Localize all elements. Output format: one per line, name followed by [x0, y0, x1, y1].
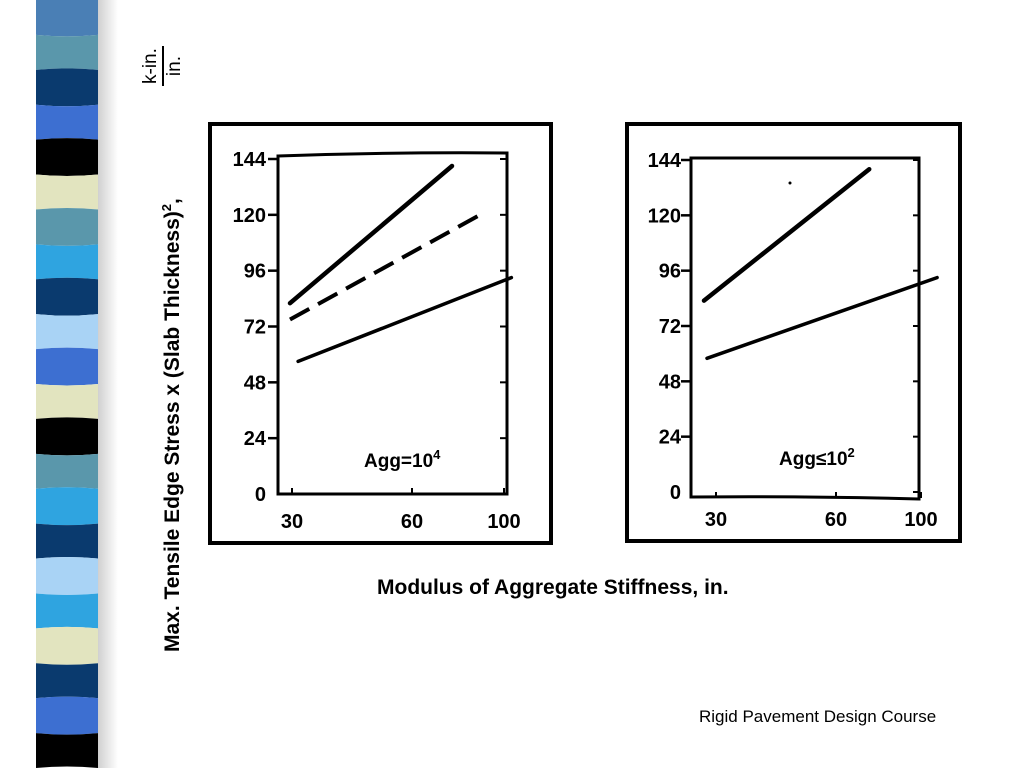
stripe-segment — [36, 174, 98, 210]
chart-panel-left: Agg=104 144 120 96 72 48 24 0 30 60 100 — [208, 122, 553, 545]
y-unit-denominator: in. — [164, 56, 185, 77]
stripe-segment — [36, 733, 98, 768]
y-tick-label: 0 — [255, 484, 266, 506]
x-tick-label: 100 — [487, 511, 520, 533]
y-axis-title-superscript: 2 — [159, 203, 174, 212]
stripe-segment — [36, 314, 98, 350]
agg-annotation-text: Agg=10 — [364, 451, 433, 472]
stripe-segment — [36, 347, 98, 386]
stripe-segment — [36, 0, 98, 37]
stripe-segment — [36, 557, 98, 595]
agg-annotation-superscript: 2 — [848, 445, 855, 460]
agg-annotation-base: 10 — [826, 449, 847, 470]
agg-annotation-text: Agg — [779, 449, 816, 470]
y-tick-label: 72 — [244, 317, 266, 339]
y-tick-label: 96 — [244, 261, 266, 283]
stripe-segment — [36, 626, 98, 665]
stripe-segment — [36, 663, 98, 699]
decorative-stripe — [36, 0, 98, 768]
stripe-segment — [36, 207, 98, 246]
y-axis-title-text: Max. Tensile Edge Stress x (Slab Thickne… — [161, 211, 184, 652]
stripe-segment — [36, 384, 98, 419]
y-axis-unit: k-in. in. — [140, 46, 186, 86]
stripe-shadow — [98, 0, 118, 768]
y-tick-label: 120 — [233, 205, 266, 227]
agg-annotation-superscript: 4 — [433, 447, 441, 462]
y-tick-label: 48 — [244, 372, 266, 394]
stripe-segment — [36, 138, 98, 177]
stripe-segment — [36, 453, 98, 489]
agg-annotation: Agg≤102 — [779, 445, 855, 470]
stripe-segment — [36, 104, 98, 140]
x-axis-title: Modulus of Aggregate Stiffness, in. — [377, 576, 729, 599]
footer-text: Rigid Pavement Design Course — [699, 707, 937, 726]
agg-annotation: Agg=104 — [364, 447, 441, 472]
y-tick-label: 96 — [659, 261, 681, 283]
plot-frame — [689, 156, 921, 501]
y-unit-numerator: k-in. — [140, 46, 164, 86]
y-tick-label: 144 — [648, 150, 682, 172]
series-line-solid-thick — [287, 163, 455, 306]
x-tick-label: 60 — [825, 509, 847, 531]
x-tick-label: 30 — [281, 511, 303, 533]
series-line-solid — [705, 275, 939, 361]
stripe-segment — [36, 68, 98, 107]
plot-frame — [276, 151, 509, 496]
series-line-dashed — [289, 210, 486, 322]
chart-left-svg: Agg=104 144 120 96 72 48 24 0 30 60 100 — [233, 149, 521, 533]
series-line-solid — [296, 275, 514, 364]
stripe-segment — [36, 244, 98, 280]
y-tick-label: 24 — [244, 428, 267, 450]
series-line-solid-thick — [701, 166, 872, 303]
stripe-segment — [36, 593, 98, 629]
y-tick-label: 120 — [648, 205, 681, 227]
y-tick-label: 24 — [659, 427, 682, 449]
y-axis-title: Max. Tensile Edge Stress x (Slab Thickne… — [159, 198, 185, 652]
x-tick-label: 60 — [401, 511, 423, 533]
x-tick-label: 100 — [904, 509, 937, 531]
x-tick-label: 30 — [705, 509, 727, 531]
y-axis-title-separator: , — [161, 198, 184, 204]
chart-right-svg: Agg≤102 144 120 96 72 48 24 0 30 60 100 — [648, 150, 939, 531]
stripe-segment — [36, 523, 98, 559]
y-tick-label: 72 — [659, 316, 681, 338]
agg-annotation-symbol: ≤ — [816, 449, 826, 470]
stripe-segment — [36, 696, 98, 735]
stripe-segment — [36, 487, 98, 526]
y-tick-label: 144 — [233, 149, 267, 171]
y-tick-label: 48 — [659, 371, 681, 393]
chart-panel-right: Agg≤102 144 120 96 72 48 24 0 30 60 100 — [625, 122, 962, 543]
stripe-segment — [36, 417, 98, 456]
speck — [788, 181, 792, 185]
stripe-segment — [36, 34, 98, 70]
y-tick-label: 0 — [670, 482, 681, 504]
stripe-segment — [36, 277, 98, 316]
